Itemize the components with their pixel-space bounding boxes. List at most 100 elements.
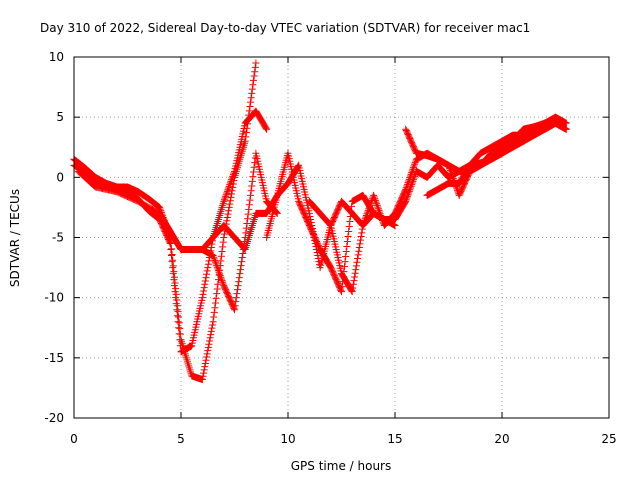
data-point [213, 285, 221, 293]
data-point [214, 265, 222, 273]
data-point [356, 240, 364, 248]
data-point [218, 277, 226, 285]
data-point [251, 68, 259, 76]
data-point [205, 257, 213, 265]
data-point [409, 165, 417, 173]
data-point [249, 81, 257, 89]
data-point [251, 159, 259, 167]
data-point [341, 258, 349, 266]
data-point [199, 372, 207, 380]
y-tick-label: 5 [56, 110, 64, 124]
data-point [243, 219, 251, 227]
x-tick-label: 5 [177, 432, 185, 446]
y-tick-label: -20 [44, 411, 64, 425]
data-point [405, 177, 413, 185]
data-point [250, 76, 258, 84]
data-point [308, 224, 316, 232]
data-point [210, 313, 218, 321]
data-point [375, 206, 383, 214]
data-point [223, 217, 231, 225]
x-tick-label: 25 [601, 432, 616, 446]
data-point [367, 200, 375, 208]
data-point [409, 164, 417, 172]
data-point [355, 247, 363, 255]
data-point [219, 243, 227, 251]
data-point [169, 262, 177, 270]
data-point [214, 267, 222, 275]
axis-ticks [73, 56, 610, 419]
data-point [361, 216, 369, 224]
data-point [209, 252, 217, 260]
x-tick-label: 0 [70, 432, 78, 446]
data-point [173, 312, 181, 320]
data-point [239, 250, 247, 258]
data-point [227, 177, 235, 185]
data-point [220, 234, 228, 241]
data-point [208, 324, 216, 332]
data-point [175, 330, 183, 338]
y-tick-label: -5 [52, 231, 64, 245]
data-point [251, 63, 259, 71]
data-point [247, 94, 255, 102]
data-point [312, 243, 320, 251]
data-point [241, 245, 249, 253]
data-point [225, 182, 233, 190]
data-point [238, 254, 246, 262]
data-point [223, 213, 231, 221]
data-point [228, 190, 236, 198]
data-point [223, 189, 231, 197]
data-point [403, 194, 411, 202]
data-point [359, 220, 367, 228]
data-point [235, 278, 243, 286]
data-point [359, 221, 367, 229]
tick-labels: 0 5 10 15 20 25 10 5 0 -5 -10 -15 -20 [44, 50, 616, 446]
data-point [174, 318, 182, 326]
data-point [175, 324, 183, 332]
data-point [168, 258, 176, 266]
data-point [326, 221, 334, 229]
data-point [250, 163, 258, 171]
data-point [408, 169, 416, 177]
data-point [351, 273, 359, 281]
data-point [366, 201, 374, 209]
data-point [311, 240, 319, 248]
data-point [316, 261, 324, 269]
data-point [305, 209, 313, 217]
data-point [402, 184, 410, 192]
data-point [358, 225, 366, 233]
data-point [448, 171, 456, 179]
data-point [403, 180, 411, 188]
data-point [242, 129, 250, 137]
data-point [244, 215, 252, 223]
data-point [231, 302, 239, 310]
data-point [349, 284, 357, 292]
data-point [241, 137, 249, 145]
data-point [232, 294, 240, 302]
data-point [211, 258, 219, 266]
data-point [201, 359, 209, 367]
data-point [206, 334, 214, 342]
data-point [170, 276, 178, 284]
data-point [216, 272, 224, 280]
data-point [224, 186, 232, 194]
data-point [226, 181, 234, 189]
data-point [200, 284, 208, 292]
data-point [273, 209, 281, 217]
data-point [224, 210, 232, 218]
data-point [221, 194, 229, 202]
data-point [377, 211, 385, 219]
data-point [370, 191, 378, 199]
data-point [447, 170, 455, 178]
data-point [345, 227, 353, 235]
data-point [215, 268, 223, 276]
data-point [349, 280, 357, 288]
data-point [209, 318, 217, 326]
data-point [237, 262, 245, 270]
data-point [207, 327, 215, 335]
data-point [204, 343, 212, 351]
data-point [245, 201, 253, 209]
data-point [226, 179, 234, 187]
data-point [222, 191, 230, 199]
data-point [263, 125, 271, 133]
